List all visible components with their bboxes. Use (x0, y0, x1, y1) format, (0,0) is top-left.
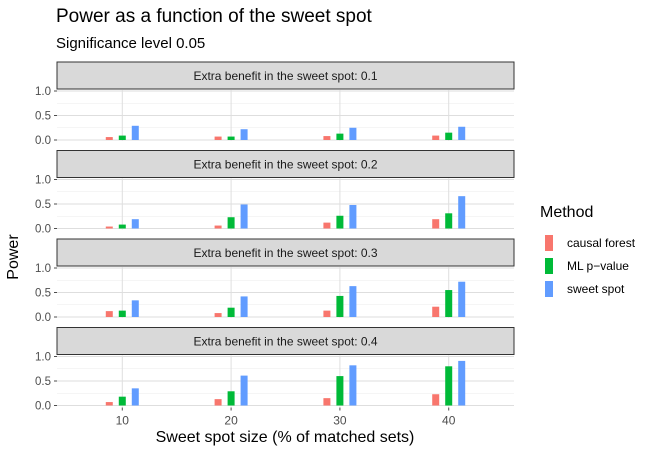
facet-strip-label: Extra benefit in the sweet spot: 0.3 (193, 246, 377, 260)
bar (458, 196, 466, 229)
facet-strip-label: Extra benefit in the sweet spot: 0.2 (193, 158, 377, 172)
bar (323, 136, 331, 140)
bar (336, 133, 344, 140)
bar (349, 365, 357, 406)
bar (445, 290, 453, 317)
y-tick-label: 0.5 (35, 111, 51, 123)
y-tick-label: 1.0 (35, 175, 51, 187)
y-tick-label: 1.0 (35, 263, 51, 275)
facet-strip (56, 150, 515, 178)
bar (323, 310, 331, 317)
bar (432, 306, 440, 317)
y-tick-label: 0.0 (35, 401, 51, 413)
x-tick-label: 40 (442, 414, 456, 428)
bar (131, 219, 139, 229)
bar (214, 313, 222, 317)
bar (458, 126, 466, 140)
y-tick-label: 0.5 (35, 376, 51, 388)
bar (214, 136, 222, 140)
y-tick-label: 0.0 (35, 224, 51, 236)
bar (240, 204, 248, 229)
legend-item-sweet-spot: sweet spot (540, 277, 635, 300)
facet-strip-label: Extra benefit in the sweet spot: 0.1 (193, 69, 377, 83)
x-tick-label: 30 (333, 414, 347, 428)
bar (432, 394, 440, 406)
legend-label-ml-p-value: ML p−value (567, 258, 629, 273)
legend-label-sweet-spot: sweet spot (567, 281, 625, 296)
bar (131, 125, 139, 140)
bar (240, 129, 248, 140)
bar (240, 296, 248, 317)
bar (240, 375, 248, 406)
legend-item-causal-forest: causal forest (540, 231, 635, 254)
bar (227, 217, 235, 229)
bar (323, 398, 331, 406)
bar (445, 213, 453, 229)
bar (349, 204, 357, 229)
x-axis-label: Sweet spot size (% of matched sets) (155, 429, 415, 446)
legend-key-ml-p-value (545, 257, 553, 274)
bar (227, 136, 235, 140)
bar (323, 222, 331, 229)
facet-strip (56, 238, 515, 267)
x-tick-label: 20 (224, 414, 238, 428)
bar (336, 215, 344, 229)
legend-key-sweet-spot (545, 280, 553, 297)
bar (432, 135, 440, 140)
bar (105, 402, 113, 406)
bar (458, 360, 466, 406)
facet-strip (56, 61, 515, 90)
bar (131, 388, 139, 406)
bar (118, 396, 126, 406)
y-tick-label: 1.0 (35, 86, 51, 98)
x-tick-label: 10 (116, 414, 130, 428)
bar (118, 310, 126, 317)
bar (105, 226, 113, 229)
bar (227, 391, 235, 406)
y-tick-label: 1.0 (35, 352, 51, 364)
chart-title: Power as a function of the sweet spot (56, 6, 372, 27)
bar (118, 135, 126, 140)
bar (445, 132, 453, 140)
bar (336, 295, 344, 317)
y-tick-label: 0.0 (35, 312, 51, 324)
y-tick-label: 0.5 (35, 288, 51, 300)
facet-strip-label: Extra benefit in the sweet spot: 0.4 (193, 335, 377, 349)
y-tick-label: 0.0 (35, 135, 51, 147)
bar (432, 219, 440, 229)
legend: Method causal forest ML p−value sweet sp… (540, 204, 635, 300)
legend-key-causal-forest (545, 234, 553, 251)
bar (445, 366, 453, 406)
bar (349, 127, 357, 140)
legend-title: Method (540, 204, 594, 221)
bar (105, 311, 113, 317)
bar (118, 224, 126, 229)
bar (131, 300, 139, 317)
bar (105, 137, 113, 140)
bar (227, 307, 235, 317)
y-axis-label: Power (5, 234, 22, 280)
legend-item-ml-p-value: ML p−value (540, 254, 635, 277)
bar (458, 281, 466, 317)
bar (214, 399, 222, 406)
y-tick-label: 0.5 (35, 199, 51, 211)
chart-subtitle: Significance level 0.05 (56, 35, 206, 52)
bar (336, 376, 344, 406)
facet-strip (56, 327, 515, 355)
bar (349, 286, 357, 317)
bar (214, 225, 222, 229)
legend-label-causal-forest: causal forest (567, 235, 636, 250)
